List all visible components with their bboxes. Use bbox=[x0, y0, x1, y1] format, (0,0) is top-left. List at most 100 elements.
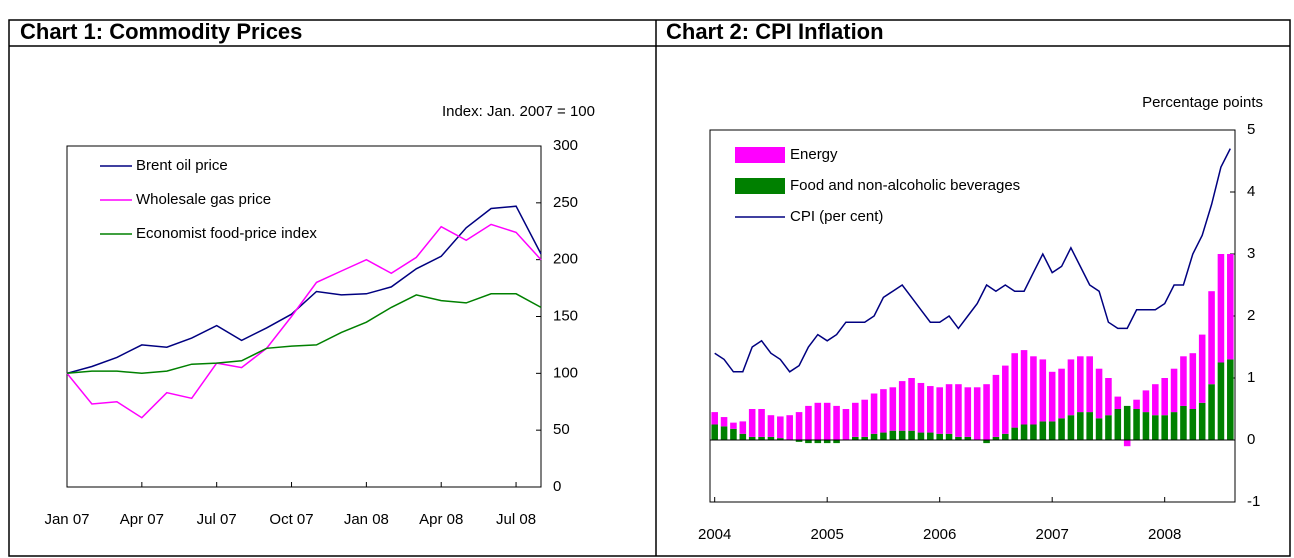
bar bbox=[1058, 368, 1065, 419]
x-tick-label: Oct 07 bbox=[269, 511, 313, 528]
bar bbox=[1227, 359, 1234, 440]
bar bbox=[852, 402, 859, 437]
bar bbox=[814, 440, 822, 444]
bar bbox=[870, 433, 878, 440]
bar bbox=[983, 440, 990, 444]
bar bbox=[1133, 409, 1140, 440]
bar bbox=[767, 436, 775, 440]
bar bbox=[730, 428, 737, 440]
frame bbox=[8, 19, 1291, 557]
bar bbox=[1161, 415, 1168, 440]
legend-swatch bbox=[735, 178, 785, 194]
bar bbox=[805, 440, 812, 444]
bar bbox=[1048, 371, 1056, 422]
x-tick-label: Jan 07 bbox=[44, 511, 89, 528]
bar bbox=[955, 436, 962, 440]
x-tick-label: 2007 bbox=[1036, 526, 1069, 543]
bar bbox=[805, 405, 812, 440]
bar bbox=[1067, 415, 1075, 440]
bar bbox=[1208, 291, 1215, 385]
bar bbox=[992, 374, 1000, 437]
bar bbox=[1058, 418, 1065, 440]
bar bbox=[1152, 415, 1159, 440]
legend-label: Wholesale gas price bbox=[136, 191, 271, 208]
bar bbox=[1152, 384, 1159, 416]
bar bbox=[1189, 409, 1197, 440]
bar bbox=[1217, 254, 1225, 363]
y-tick-label: 0 bbox=[553, 478, 561, 495]
x-tick-label: 2008 bbox=[1148, 526, 1181, 543]
bar bbox=[1198, 334, 1206, 403]
bar bbox=[955, 384, 962, 437]
bar bbox=[814, 402, 822, 440]
y-tick-label: 50 bbox=[553, 421, 570, 438]
bar bbox=[936, 433, 943, 440]
bar bbox=[739, 421, 747, 434]
annotation: Index: Jan. 2007 = 100 bbox=[442, 103, 595, 120]
bar bbox=[927, 432, 934, 440]
bar bbox=[1170, 412, 1178, 440]
bar bbox=[1217, 362, 1225, 440]
bar bbox=[1030, 356, 1037, 425]
x-tick-label: Apr 07 bbox=[120, 511, 164, 528]
y-tick-label: 200 bbox=[553, 251, 578, 268]
bar bbox=[852, 436, 859, 440]
y-tick-label: 150 bbox=[553, 307, 578, 324]
x-tick-label: Jul 07 bbox=[197, 511, 237, 528]
bar bbox=[861, 436, 868, 440]
bar bbox=[1020, 424, 1028, 440]
bar bbox=[1114, 396, 1122, 409]
bar bbox=[1020, 350, 1028, 425]
bar bbox=[823, 440, 831, 444]
bar bbox=[720, 426, 728, 440]
y-tick-label: -1 bbox=[1247, 493, 1260, 510]
bar bbox=[1105, 415, 1112, 440]
bar bbox=[711, 424, 718, 440]
bar bbox=[1095, 368, 1103, 419]
bar bbox=[730, 422, 737, 429]
x-tick-label: Jul 08 bbox=[496, 511, 536, 528]
bar bbox=[1011, 353, 1018, 428]
y-tick-label: 1 bbox=[1247, 369, 1255, 386]
bar bbox=[1086, 356, 1093, 413]
bar bbox=[1123, 440, 1131, 447]
bar bbox=[1077, 412, 1084, 440]
y-tick-label: 250 bbox=[553, 194, 578, 211]
bar bbox=[908, 378, 915, 431]
bar bbox=[1189, 353, 1197, 409]
bar bbox=[1208, 384, 1215, 440]
chart-title: Chart 1: Commodity Prices bbox=[20, 19, 302, 44]
bar bbox=[898, 430, 906, 440]
bar bbox=[973, 387, 981, 440]
bar bbox=[927, 386, 934, 433]
series-line bbox=[714, 148, 1231, 373]
bar bbox=[795, 412, 803, 440]
bar bbox=[1067, 359, 1075, 416]
bar bbox=[758, 436, 765, 440]
bar bbox=[889, 387, 897, 431]
bar bbox=[758, 409, 765, 437]
y-tick-label: 5 bbox=[1247, 121, 1255, 138]
bar bbox=[945, 384, 953, 434]
bar bbox=[720, 417, 728, 427]
bar bbox=[1142, 390, 1150, 413]
bar bbox=[1039, 421, 1047, 440]
bar bbox=[786, 415, 793, 440]
y-tick-label: 300 bbox=[553, 137, 578, 154]
bar bbox=[823, 402, 831, 440]
bar bbox=[964, 387, 972, 437]
bar bbox=[1095, 418, 1103, 440]
bar bbox=[880, 389, 887, 433]
bar bbox=[1170, 368, 1178, 413]
bar bbox=[964, 436, 972, 440]
bar bbox=[1086, 412, 1093, 440]
bar bbox=[1142, 412, 1150, 440]
x-tick-label: Apr 08 bbox=[419, 511, 463, 528]
bar bbox=[833, 405, 840, 440]
bar bbox=[767, 415, 775, 437]
bar bbox=[983, 384, 990, 440]
bar bbox=[1227, 254, 1234, 360]
bar bbox=[908, 430, 915, 440]
